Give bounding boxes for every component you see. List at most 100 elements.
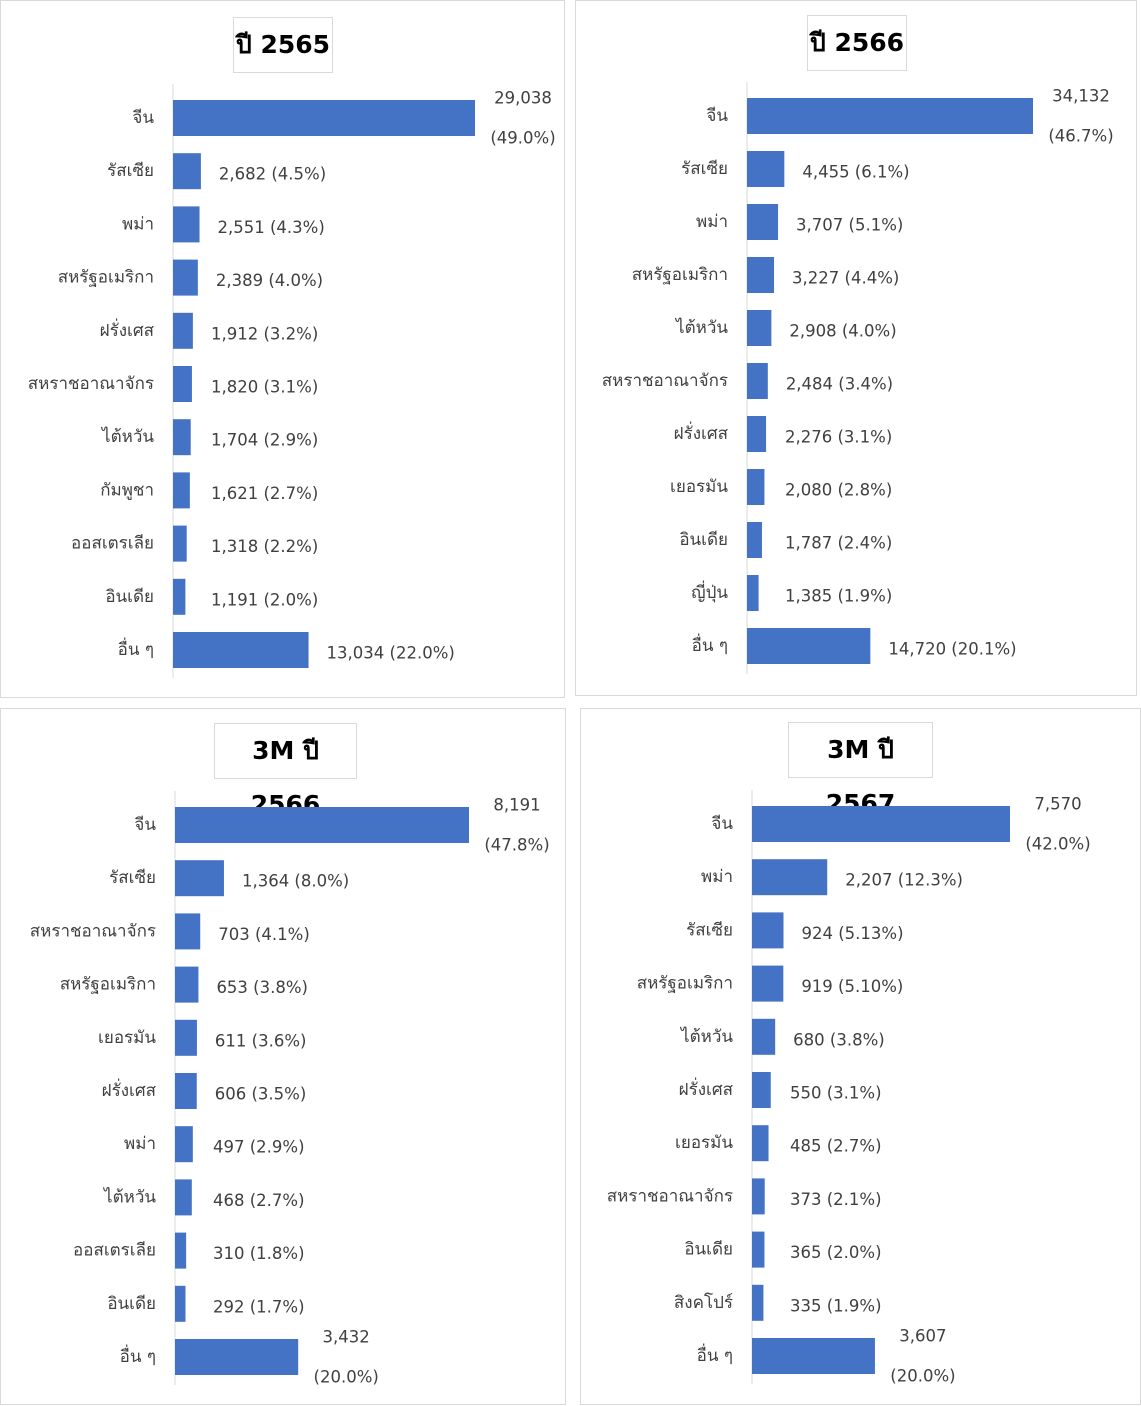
data-label: 3,227 (4.4%)	[792, 269, 899, 288]
category-label: จีน	[134, 815, 156, 835]
data-label: 2,276 (3.1%)	[785, 428, 892, 447]
bar	[747, 363, 768, 399]
chart-panel-2565: ปี 2565 จีน 29,038 (49.0%) รัสเซีย 2,682 (4.…	[0, 0, 565, 698]
bar	[175, 1179, 192, 1216]
category-label: สหรัฐอเมริกา	[60, 975, 156, 995]
category-label: อินเดีย	[684, 1240, 733, 1260]
data-label: 2,551 (4.3%)	[218, 218, 325, 237]
bar	[175, 860, 224, 897]
bar	[175, 1073, 197, 1109]
bar	[752, 1072, 771, 1108]
bar	[747, 257, 775, 293]
bar	[747, 416, 767, 452]
category-label: พม่า	[696, 212, 728, 232]
data-label: 365 (2.0%)	[790, 1243, 882, 1262]
data-label: 4,455 (6.1%)	[802, 163, 909, 182]
data-label: 373 (2.1%)	[790, 1190, 882, 1209]
data-label: 292 (1.7%)	[213, 1297, 305, 1316]
bar	[175, 807, 469, 843]
category-label: สหรัฐอเมริกา	[637, 974, 733, 994]
category-label: สหรัฐอเมริกา	[632, 265, 728, 285]
category-label: รัสเซีย	[107, 161, 154, 181]
category-label: พม่า	[124, 1134, 156, 1154]
data-label-percent: (20.0%)	[314, 1368, 379, 1387]
bar	[752, 1231, 765, 1268]
category-label: กัมพูชา	[100, 480, 154, 500]
chart-panel-3m-2566: 3M ปี 2566 จีน 8,191 (47.8%) รัสเซีย 1,364 (…	[0, 708, 566, 1405]
bar	[752, 1018, 776, 1055]
category-label: รัสเซีย	[681, 159, 728, 179]
bar	[175, 1126, 193, 1163]
data-label: 1,385 (1.9%)	[785, 587, 892, 606]
data-label: 924 (5.13%)	[801, 924, 903, 943]
data-label: 2,389 (4.0%)	[216, 271, 323, 290]
category-label: ไต้หวัน	[102, 1186, 156, 1207]
bar	[173, 578, 186, 615]
category-label: ไต้หวัน	[679, 1026, 733, 1047]
data-label: 1,820 (3.1%)	[211, 378, 318, 397]
chart-title: 3M ปี 2567	[788, 722, 933, 818]
category-label: รัสเซีย	[686, 920, 733, 940]
category-label: ฝรั่งเศส	[100, 318, 155, 341]
data-label: 1,912 (3.2%)	[211, 324, 318, 343]
category-label: ไต้หวัน	[674, 317, 728, 338]
category-label: อินเดีย	[105, 587, 154, 607]
bar	[173, 206, 200, 243]
bar	[175, 1339, 299, 1375]
category-label: สหราชอาณาจักร	[602, 371, 728, 391]
category-label: พม่า	[122, 214, 154, 234]
data-label: 485 (2.7%)	[790, 1137, 882, 1156]
category-label: สหราชอาณาจักร	[607, 1186, 733, 1206]
data-label: 919 (5.10%)	[801, 977, 903, 996]
data-label: 2,682 (4.5%)	[219, 165, 326, 184]
bar	[752, 965, 784, 1002]
category-label: ไต้หวัน	[100, 426, 154, 447]
category-label: ญี่ปุ่น	[691, 580, 728, 603]
category-label: ฝรั่งเศส	[674, 421, 729, 444]
bar	[752, 1125, 769, 1162]
bar-chart: จีน 7,570 (42.0%) พม่า 2,207 (12.3%) รัสเซีย 9…	[607, 790, 1091, 1386]
category-label: เยอรมัน	[670, 477, 728, 497]
category-label: ออสเตรเลีย	[73, 1241, 156, 1261]
category-label: สหรัฐอเมริกา	[58, 268, 154, 288]
bar-chart: จีน 29,038 (49.0%) รัสเซีย 2,682 (4.5%) พม่า 2…	[28, 84, 556, 678]
data-label: 1,364 (8.0%)	[242, 872, 349, 891]
chart-title: ปี 2566	[807, 15, 907, 71]
bar	[173, 312, 193, 349]
data-label-value: 8,191	[493, 796, 540, 815]
chart-title: 3M ปี 2566	[214, 723, 357, 819]
data-label: 335 (1.9%)	[790, 1296, 882, 1315]
bar	[752, 1338, 875, 1374]
bar	[747, 310, 772, 346]
data-label: 1,787 (2.4%)	[785, 534, 892, 553]
bar	[747, 204, 779, 240]
data-label-value: 7,570	[1034, 795, 1081, 814]
data-label: 1,318 (2.2%)	[211, 537, 318, 556]
data-label-percent: (20.0%)	[890, 1367, 955, 1386]
data-label-percent: (42.0%)	[1025, 835, 1090, 854]
bar	[173, 632, 309, 668]
data-label: 468 (2.7%)	[213, 1191, 305, 1210]
data-label: 3,707 (5.1%)	[796, 216, 903, 235]
bar	[175, 1019, 197, 1056]
bar	[747, 522, 762, 558]
data-label: 703 (4.1%)	[218, 925, 310, 944]
data-label: 2,484 (3.4%)	[786, 375, 893, 394]
category-label: อื่น ๆ	[697, 1343, 733, 1366]
bar	[173, 472, 190, 509]
category-label: ออสเตรเลีย	[71, 534, 154, 554]
data-label: 653 (3.8%)	[216, 978, 308, 997]
bar	[752, 859, 828, 896]
category-label: อื่น ๆ	[120, 1344, 156, 1367]
data-label-percent: (49.0%)	[490, 129, 555, 148]
data-label-value: 3,607	[899, 1327, 946, 1346]
chart-title: ปี 2565	[233, 17, 333, 73]
bar	[747, 98, 1033, 134]
data-label: 2,908 (4.0%)	[789, 322, 896, 341]
bar	[747, 469, 765, 505]
bar	[173, 525, 187, 562]
bar	[752, 1178, 765, 1215]
bar	[173, 259, 198, 296]
data-label-value: 34,132	[1052, 87, 1110, 106]
data-label: 606 (3.5%)	[215, 1085, 307, 1104]
